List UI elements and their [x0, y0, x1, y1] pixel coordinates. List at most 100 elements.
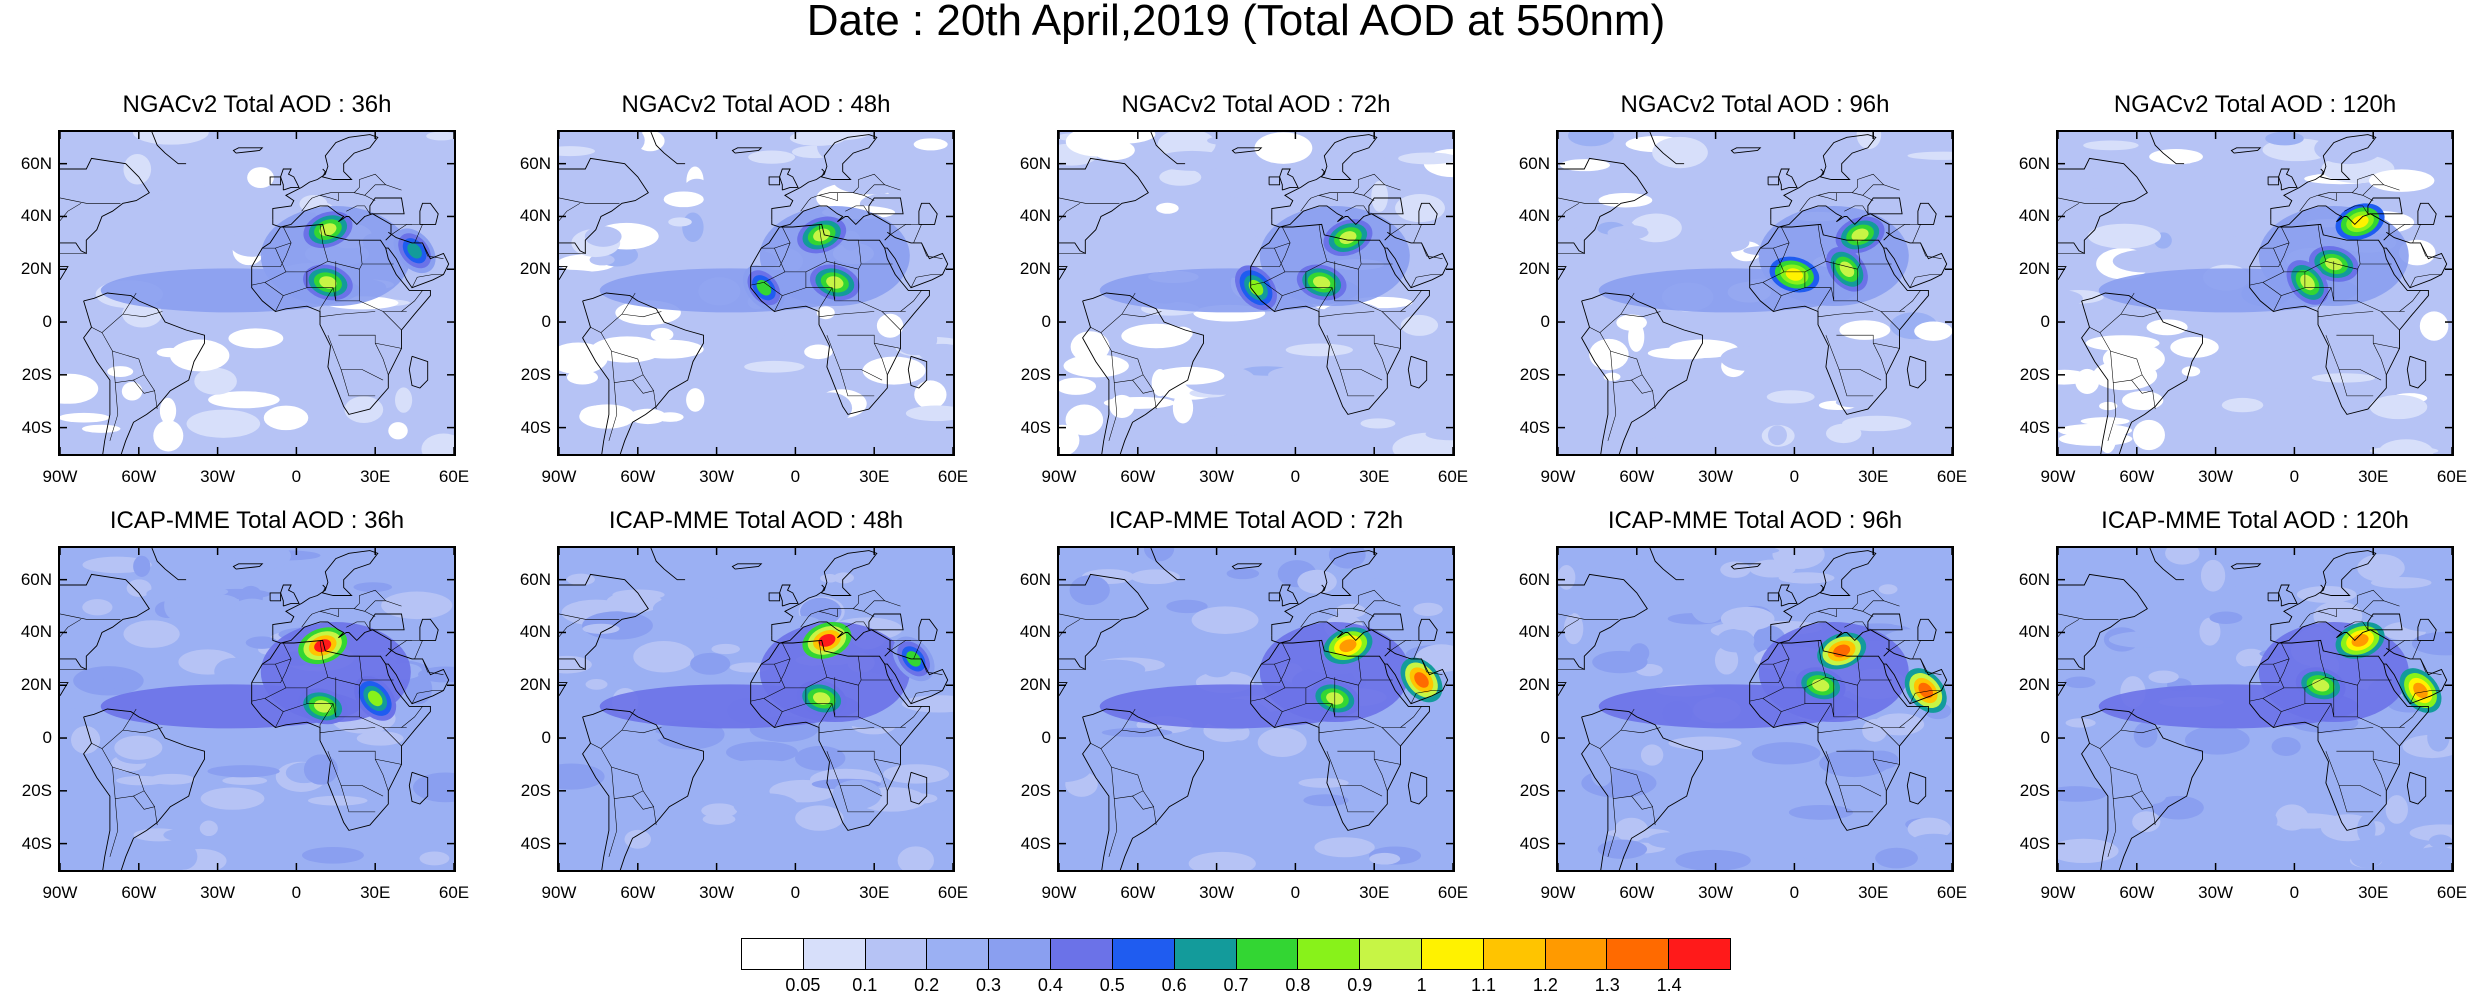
country-border [1833, 261, 1905, 312]
lon-axis-label: 60W [121, 467, 157, 486]
country-border [2249, 247, 2285, 286]
aod-background-patch [1884, 611, 1925, 626]
aod-contour [1839, 261, 1855, 278]
aod-plume [1400, 657, 1443, 703]
aod-background-patch [2265, 132, 2304, 146]
country-border [122, 311, 163, 318]
country-border [873, 342, 888, 375]
lon-axis-label: 30W [1199, 883, 1235, 902]
country-border [251, 242, 292, 267]
aod-background-patch [2298, 563, 2345, 585]
aod-background-patch [121, 381, 143, 401]
country-border [1300, 197, 1312, 212]
aod-background-patch [918, 810, 953, 822]
lon-axis-label: 90W [42, 467, 78, 486]
lon-axis-label: 0 [2289, 883, 2300, 902]
aod-background-patch [1159, 168, 1202, 186]
country-border [1558, 613, 1619, 620]
country-border [364, 184, 386, 196]
coastline [419, 618, 439, 641]
coastline [151, 132, 187, 165]
country-border [1250, 663, 1286, 702]
lon-axis-label: 0 [291, 467, 302, 486]
aod-background-patch [2138, 787, 2167, 805]
aod-background-patch [1796, 834, 1826, 860]
aod-background-patch [1746, 183, 1767, 211]
country-border [2338, 369, 2374, 397]
country-border [275, 271, 308, 312]
lon-axis-label: 90W [1540, 883, 1576, 902]
country-border [818, 727, 875, 734]
aod-background-patch [1400, 314, 1439, 336]
aod-background-patch [1085, 659, 1146, 680]
country-border [2260, 226, 2290, 249]
aod-background-patch [795, 745, 846, 771]
aod-background-patch [170, 339, 230, 372]
lat-axis-label: 20N [20, 675, 52, 695]
aod-background-patch [1319, 302, 1385, 332]
aod-background-patch [2410, 271, 2432, 294]
aod-background-patch [214, 657, 254, 686]
coastline [83, 292, 205, 454]
country-border [1773, 271, 1806, 312]
aod-background-patch [60, 412, 110, 423]
country-border [845, 205, 870, 214]
country-border [2317, 224, 2327, 262]
aod-background-patch [1614, 817, 1649, 842]
aod-background-patch [1558, 565, 1576, 590]
aod-background-patch [1198, 415, 1245, 438]
country-border [818, 703, 833, 733]
aod-background-patch [2058, 841, 2105, 850]
country-border [1607, 798, 1617, 857]
aod-background-patch [582, 623, 620, 634]
country-border [1631, 374, 1653, 391]
lon-axis-label: 0 [790, 467, 801, 486]
country-border [1760, 226, 1790, 249]
aod-background-patch [1070, 331, 1110, 363]
lon-axis-label: 90W [2040, 883, 2076, 902]
aod-background-patch [1839, 320, 1891, 340]
country-border [1558, 197, 1619, 204]
aod-plume [393, 228, 436, 274]
aod-background-patch [1668, 736, 1742, 750]
aod-background-patch [697, 857, 763, 870]
country-border [2120, 311, 2161, 318]
coastline [907, 355, 928, 389]
country-border [818, 287, 833, 317]
country-border [2362, 600, 2384, 612]
country-border [109, 382, 119, 441]
country-border [818, 311, 875, 318]
country-border [319, 311, 376, 318]
country-border [335, 677, 407, 728]
country-border [319, 224, 329, 262]
lon-axis-label: 30E [1359, 467, 1390, 486]
aod-background-patch [116, 775, 167, 786]
country-border [133, 790, 155, 807]
country-border [1363, 184, 1385, 196]
aod-background-patch [1598, 192, 1653, 208]
lat-axis-label: 40S [21, 833, 52, 853]
country-border [2058, 619, 2080, 638]
country-border [2120, 727, 2161, 734]
aod-background-patch [381, 591, 453, 620]
aod-background-patch [1380, 741, 1448, 766]
country-border [109, 798, 119, 857]
aod-background-patch [170, 843, 198, 870]
aod-background-patch [1727, 424, 1749, 445]
lat-axis-label: 20S [1020, 364, 1051, 384]
aod-background-patch [81, 424, 121, 433]
lat-axis-label: 40S [2019, 833, 2050, 853]
country-border [853, 192, 875, 201]
country-border [251, 658, 292, 683]
lon-axis-label: 0 [1290, 883, 1301, 902]
country-border [1817, 640, 1827, 678]
aod-contour [1248, 279, 1264, 296]
aod-map [1059, 548, 1453, 870]
country-border [858, 589, 901, 607]
country-border [364, 600, 386, 612]
coastline [1271, 550, 1378, 636]
country-border [382, 727, 402, 747]
aod-background-patch [595, 746, 659, 772]
lon-axis-label: 30W [1698, 467, 1734, 486]
aod-background-patch [1720, 606, 1775, 631]
